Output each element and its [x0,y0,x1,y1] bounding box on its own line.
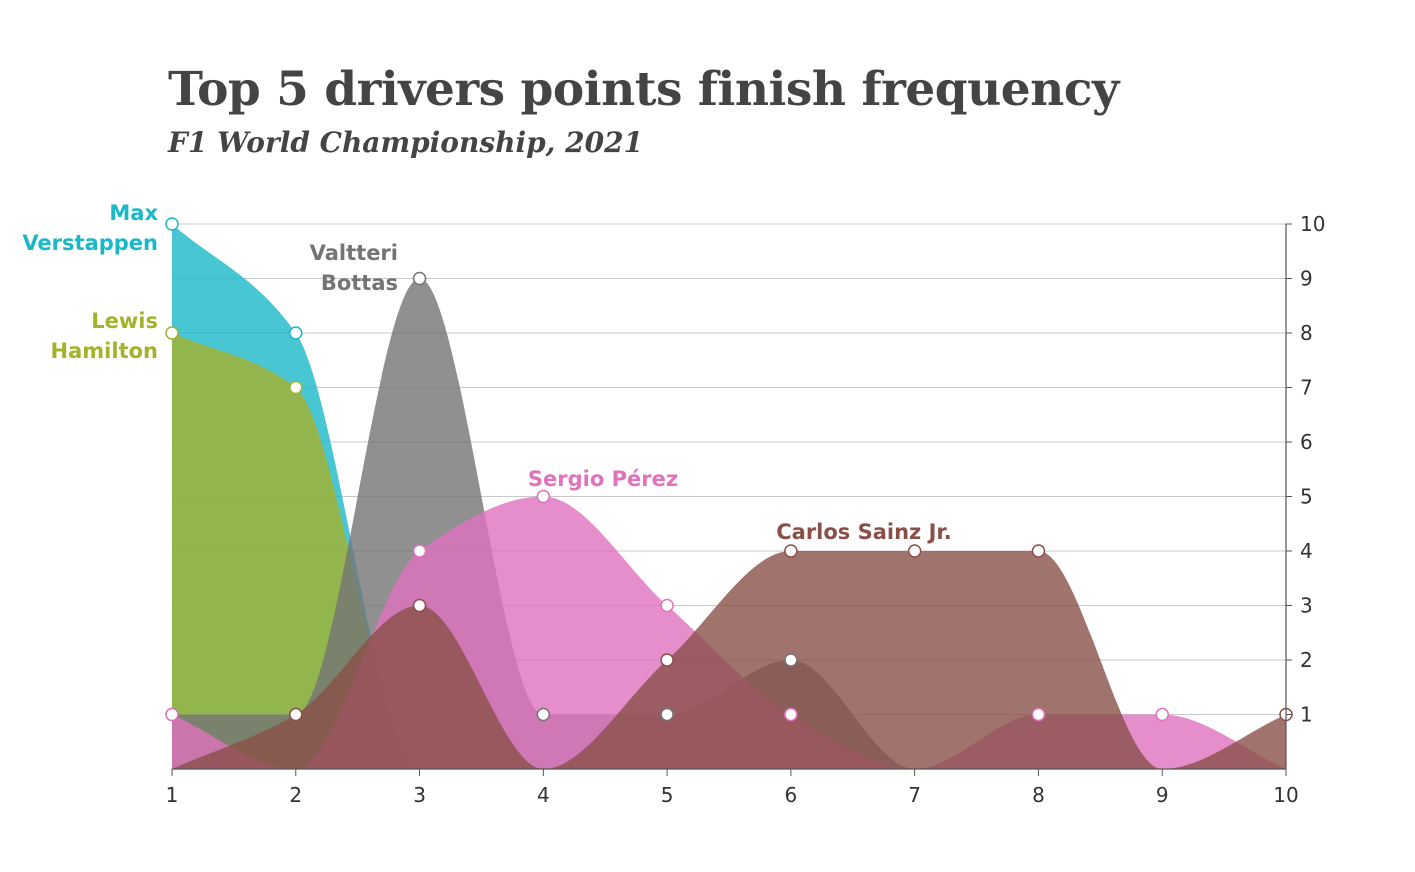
x-tick-label: 9 [1156,783,1169,807]
area-series-4 [172,551,1286,769]
axes: 1 2 3 4 5 6 7 8 9 10 1 2 3 4 5 6 7 8 9 10 [166,212,1326,807]
data-point-series-3 [660,598,674,613]
data-point-series-4 [660,653,674,667]
series-label-line: Valtteri [310,241,398,265]
chart-title: Top 5 drivers points finish frequency [168,62,1119,117]
series-label-line: Max [109,201,158,225]
series-label-line: Bottas [321,271,398,295]
data-point-series-3 [536,489,551,504]
series-label-line: Carlos Sainz Jr. [776,520,952,544]
y-tick-label: 9 [1300,267,1313,291]
y-tick-label: 8 [1300,321,1313,345]
data-point-series-2 [660,707,674,722]
series-markers [165,217,1293,722]
chart-subtitle: F1 World Championship, 2021 [168,126,644,159]
x-tick-label: 10 [1273,783,1298,807]
data-point-series-2 [412,271,427,286]
data-point-series-4 [412,598,427,613]
x-tick-label: 7 [908,783,921,807]
data-point-series-4 [1031,544,1046,558]
series-label-4: Carlos Sainz Jr. [776,520,952,544]
series-label-line: Lewis [91,309,158,333]
data-point-series-4 [289,707,303,722]
data-point-series-1 [289,380,303,395]
data-point-series-4 [784,544,798,558]
data-point-series-0 [165,217,179,231]
x-tick-label: 3 [413,783,426,807]
series-label-2: Valtteri Bottas [310,241,398,295]
y-tick-label: 7 [1300,376,1313,400]
y-tick-label: 10 [1300,212,1325,236]
y-tick-label: 6 [1300,430,1313,454]
data-point-series-3 [1155,707,1169,722]
data-point-series-2 [784,653,798,667]
x-tick-label: 2 [289,783,302,807]
y-tick-label: 5 [1300,485,1313,509]
data-point-series-0 [289,326,303,340]
data-point-series-3 [1031,707,1046,722]
x-tick-label: 8 [1032,783,1045,807]
data-point-series-4 [907,544,922,558]
data-point-series-3 [784,707,798,722]
x-tick-label: 6 [785,783,798,807]
x-tick-label: 1 [166,783,179,807]
data-point-series-2 [536,707,551,722]
y-tick-label: 1 [1300,703,1313,727]
series-label-line: Verstappen [22,231,158,255]
series-labels: Max Verstappen Lewis Hamilton Valtteri Bottas… [22,201,951,544]
y-tick-label: 4 [1300,539,1313,563]
data-point-series-1 [165,326,179,340]
y-tick-label: 3 [1300,594,1313,618]
x-tick-label: 5 [661,783,674,807]
series-label-line: Hamilton [51,339,158,363]
series-label-1: Lewis Hamilton [51,309,158,363]
data-point-series-3 [412,544,427,558]
data-point-series-3 [165,707,179,722]
series-label-line: Sergio Pérez [528,467,678,491]
x-tick-label: 4 [537,783,550,807]
series-areas [172,224,1286,769]
y-tick-label: 2 [1300,648,1313,672]
series-label-3: Sergio Pérez [528,467,678,491]
series-label-0: Max Verstappen [22,201,158,255]
